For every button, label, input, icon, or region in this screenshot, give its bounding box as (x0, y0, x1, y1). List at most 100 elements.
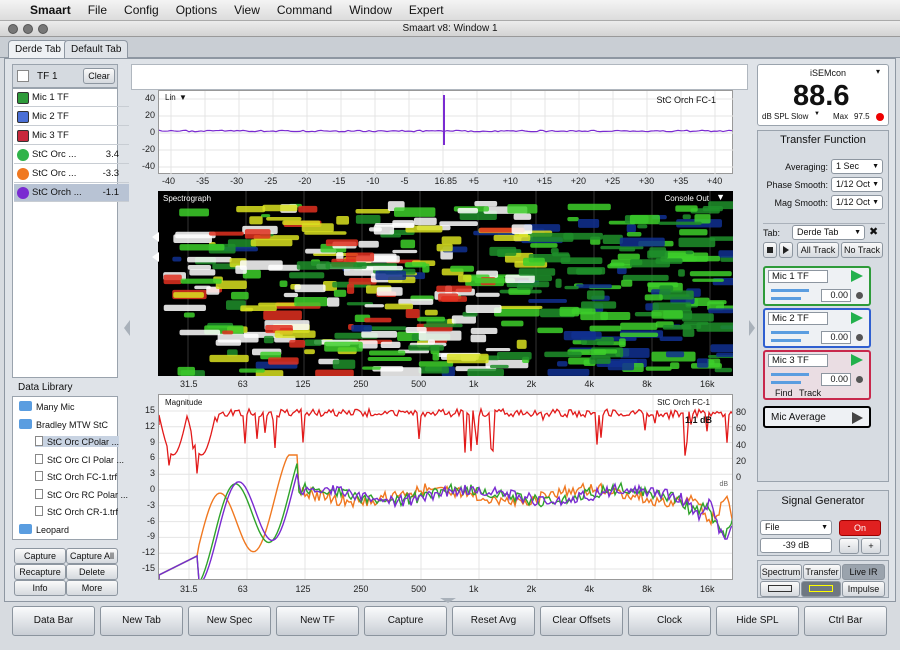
live-ir-mode-button[interactable]: Live IR (842, 564, 885, 580)
play-icon[interactable] (852, 412, 863, 424)
impulse-plot[interactable]: Lin ▼ StC Orch FC-1 (158, 90, 734, 175)
command-button[interactable]: Hide SPL (716, 606, 799, 636)
delete-button[interactable]: Delete (66, 564, 118, 580)
collapse-left-icon[interactable] (124, 320, 130, 336)
magnitude-plot[interactable]: Magnitude StC Orch FC-1 1.1 dB dB (158, 394, 733, 580)
command-button[interactable]: Clock (628, 606, 711, 636)
command-button[interactable]: Clear Offsets (540, 606, 623, 636)
library-item[interactable]: Leopard (19, 523, 69, 535)
menu-view[interactable]: View (234, 3, 260, 17)
library-item[interactable]: StC Orc RC Polar ... (35, 488, 128, 500)
tf-engine-gain[interactable]: 0.00 (821, 331, 851, 344)
play-icon[interactable] (851, 312, 863, 324)
command-button[interactable]: New TF (276, 606, 359, 636)
spl-record-icon[interactable] (876, 113, 884, 121)
tab-derde[interactable]: Derde Tab (8, 40, 68, 58)
tf-engine-name[interactable]: Mic 3 TF (768, 354, 828, 367)
signal-source-select[interactable]: File ▼ (760, 520, 832, 535)
command-button[interactable]: New Spec (188, 606, 271, 636)
all-track-button[interactable]: All Track (797, 242, 839, 258)
spl-meter[interactable]: iSEMcon ▾ 88.6 dB SPL Slow ▼ Max 97.5 (757, 64, 889, 126)
tf-engine-name[interactable]: Mic 2 TF (768, 312, 828, 325)
menu-file[interactable]: File (87, 3, 108, 17)
spectrograph-source[interactable]: Console Out (664, 194, 709, 203)
knob-icon[interactable] (856, 292, 863, 299)
signal-on-button[interactable]: On (839, 520, 881, 536)
tf-engine-mic1[interactable]: Mic 1 TF 0.00 (763, 266, 871, 306)
impulse-mode-button[interactable]: Impulse (842, 581, 885, 597)
spectrum-mode-button[interactable]: Spectrum (760, 564, 802, 580)
tf-engine-gain[interactable]: 0.00 (821, 289, 851, 302)
measurement-offset[interactable]: -3.3 (102, 168, 119, 179)
app-menu[interactable]: Smaart (30, 3, 71, 17)
menu-command[interactable]: Command (276, 3, 333, 17)
measurement-item[interactable]: StC Orc ... 3.4 (14, 146, 129, 164)
measurement-offset[interactable]: -1.1 (102, 187, 119, 198)
command-button[interactable]: Capture (364, 606, 447, 636)
knob-icon[interactable] (856, 334, 863, 341)
tf-engine-mic3[interactable]: Mic 3 TF 0.00 Find Track (763, 350, 871, 400)
measurement-item[interactable]: StC Orc ... -3.3 (14, 165, 129, 183)
phase-smooth-select[interactable]: 1/12 Oct ▼ (831, 177, 883, 192)
play-icon[interactable] (851, 354, 863, 366)
clear-button[interactable]: Clear (83, 68, 115, 84)
checkbox-icon[interactable] (17, 130, 29, 142)
level-minus-button[interactable]: - (839, 538, 859, 554)
measurement-item[interactable]: StC Orch ... -1.1 (14, 184, 129, 202)
no-track-button[interactable]: No Track (841, 242, 883, 258)
minimize-window-button[interactable] (23, 24, 33, 34)
tf-engine-gain[interactable]: 0.00 (821, 373, 851, 386)
library-item[interactable]: StC Orc CI Polar ... (35, 453, 124, 465)
layout-single-button[interactable] (760, 581, 800, 597)
find-button[interactable]: Find (775, 388, 793, 398)
close-window-button[interactable] (8, 24, 18, 34)
capture-button[interactable]: Capture (14, 548, 66, 564)
checkbox-icon[interactable] (17, 111, 29, 123)
tools-icon[interactable]: ✖ (869, 226, 879, 238)
tf-engine-name[interactable]: Mic 1 TF (768, 270, 828, 283)
play-icon[interactable] (851, 270, 863, 282)
zoom-window-button[interactable] (38, 24, 48, 34)
collapse-right-icon[interactable] (749, 320, 755, 336)
capture-all-button[interactable]: Capture All (66, 548, 118, 564)
stop-button[interactable] (763, 242, 777, 258)
collapse-bottom-icon[interactable] (440, 598, 456, 603)
signal-level-field[interactable]: -39 dB (760, 538, 832, 553)
knob-icon[interactable] (856, 376, 863, 383)
impulse-scale-label[interactable]: Lin (165, 93, 176, 102)
recapture-button[interactable]: Recapture (14, 564, 66, 580)
run-button[interactable] (779, 242, 793, 258)
scale-dropdown-icon[interactable]: ▼ (179, 93, 187, 102)
command-button[interactable]: Data Bar (12, 606, 95, 636)
library-item[interactable]: StC Orc CPolar ... (35, 436, 120, 447)
measurement-item[interactable]: Mic 3 TF (14, 127, 129, 145)
averaging-select[interactable]: 1 Sec ▼ (831, 159, 883, 174)
info-button[interactable]: Info (14, 580, 66, 596)
library-item[interactable]: StC Orch CR-1.trf (35, 506, 118, 517)
transfer-mode-button[interactable]: Transfer (803, 564, 841, 580)
group-checkbox[interactable] (17, 70, 29, 82)
menu-options[interactable]: Options (175, 3, 218, 17)
mag-smooth-select[interactable]: 1/12 Oct ▼ (831, 195, 883, 210)
visibility-dot-icon[interactable] (17, 149, 29, 161)
level-plus-button[interactable]: + (861, 538, 881, 554)
spectro-marker-icon[interactable] (152, 232, 159, 242)
visibility-dot-icon[interactable] (17, 187, 29, 199)
visibility-dot-icon[interactable] (17, 168, 29, 180)
command-button[interactable]: Ctrl Bar (804, 606, 887, 636)
measurement-item[interactable]: Mic 2 TF (14, 108, 129, 126)
spl-menu-icon[interactable]: ▾ (875, 67, 880, 76)
tab-default[interactable]: Default Tab (64, 40, 129, 58)
source-filter-icon[interactable]: ▼ (716, 192, 725, 202)
library-item[interactable]: StC Orch FC-1.trf (35, 471, 117, 482)
mic-average-button[interactable]: Mic Average (763, 406, 871, 428)
measurement-offset[interactable]: 3.4 (105, 149, 119, 160)
spectro-marker-icon[interactable] (152, 252, 159, 262)
menu-config[interactable]: Config (124, 3, 159, 17)
track-button[interactable]: Track (799, 388, 822, 398)
checkbox-icon[interactable] (17, 92, 29, 104)
library-item[interactable]: Bradley MTW StC (19, 418, 108, 430)
command-button[interactable]: New Tab (100, 606, 183, 636)
menu-expert[interactable]: Expert (408, 3, 444, 17)
tf-engine-mic2[interactable]: Mic 2 TF 0.00 (763, 308, 871, 348)
